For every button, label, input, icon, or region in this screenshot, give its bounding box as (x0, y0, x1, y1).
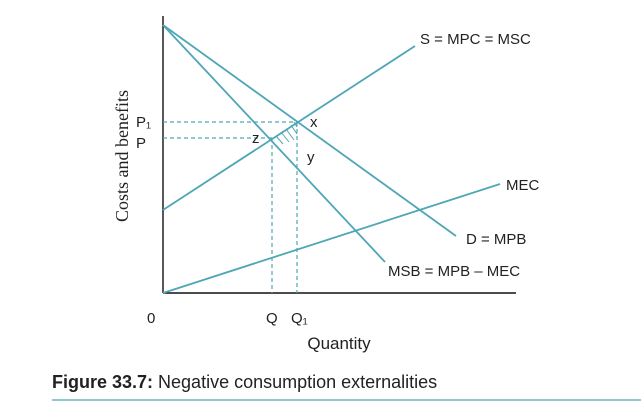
caption-title: Negative consumption externalities (158, 372, 437, 392)
supply-curve (162, 45, 416, 211)
origin-label: 0 (147, 310, 155, 327)
curve-label: D = MPB (466, 231, 526, 248)
y-axis-title: Costs and benefits (112, 90, 132, 222)
caption: Figure 33.7: Negative consumption externa… (52, 372, 437, 392)
price-label: P (136, 135, 146, 152)
curve-label: MEC (506, 177, 540, 194)
price-label: P₁ (136, 114, 151, 131)
point-label: z (252, 130, 260, 147)
msb-curve (162, 24, 386, 263)
point-label: y (307, 149, 315, 166)
quantity-label: Q (266, 310, 278, 327)
welfare-loss-area (275, 121, 298, 145)
x-axis-title: Quantity (307, 334, 371, 353)
demand-curve (162, 24, 457, 237)
mec-curve (162, 183, 501, 294)
point-label: x (310, 114, 318, 131)
curve-label: MSB = MPB – MEC (388, 263, 520, 280)
quantity-label: Q₁ (291, 310, 308, 327)
caption-number: Figure 33.7: (52, 372, 153, 392)
curve-label: S = MPC = MSC (420, 31, 531, 48)
